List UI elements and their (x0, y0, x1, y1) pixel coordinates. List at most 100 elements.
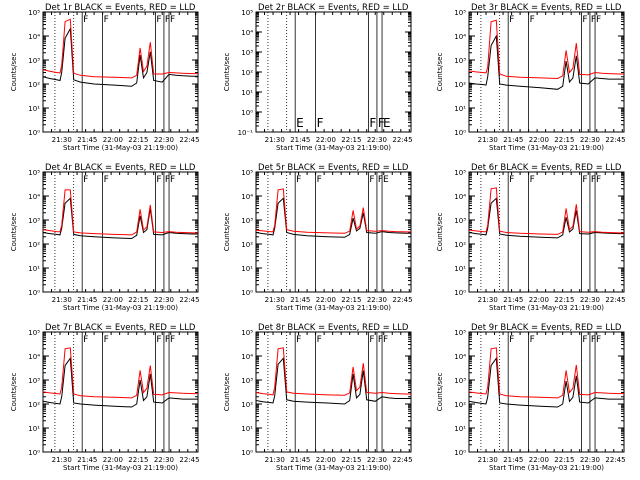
x-tick-label: 22:00 (316, 296, 336, 304)
flag-label: F (378, 116, 385, 130)
flag-label: F (582, 15, 587, 25)
flag-label: F (378, 335, 383, 345)
x-tick-label: 21:45 (77, 296, 97, 304)
flag-label: F (170, 15, 175, 25)
x-tick-label: 22:30 (367, 296, 387, 304)
y-tick-label: 10³ (454, 377, 466, 385)
x-axis-label: Start Time (31-May-03 21:19:00) (63, 464, 178, 472)
y-axis-label: Counts/sec (10, 213, 18, 252)
y-tick-label: 10¹ (241, 425, 253, 433)
x-tick-label: 21:30 (265, 456, 285, 464)
x-tick-label: 22:30 (367, 136, 387, 144)
lld-series-line (468, 19, 624, 80)
y-tick-label: 10⁵ (28, 329, 40, 337)
flag-label: F (378, 175, 383, 185)
plot-frame (468, 331, 625, 453)
flag-label: F (591, 175, 596, 185)
panel-title: Det 5r BLACK = Events, RED = LLD (258, 163, 409, 173)
x-tick-label: 22:45 (605, 296, 625, 304)
y-tick-label: 10³ (454, 57, 466, 65)
x-tick-label: 21:45 (503, 136, 523, 144)
x-tick-label: 21:30 (478, 296, 498, 304)
flag-label: F (156, 335, 161, 345)
x-tick-label: 22:00 (103, 296, 123, 304)
flag-label: F (156, 15, 161, 25)
flag-label: F (296, 175, 301, 185)
y-tick-label: 10¹ (454, 265, 466, 273)
x-tick-label: 22:15 (341, 296, 361, 304)
y-tick-label: 10⁴ (241, 353, 253, 361)
y-axis-label: Counts/sec (436, 373, 444, 412)
flag-label: F (156, 175, 161, 185)
y-axis-label: Counts/sec (436, 53, 444, 92)
y-tick-label: 10⁵ (28, 9, 40, 17)
y-tick-label: 10⁰ (28, 289, 40, 297)
detector-panel: Det 8r BLACK = Events, RED = LLD Counts/s… (223, 323, 413, 472)
flag-label: F (530, 175, 535, 185)
x-axis-label: Start Time (31-May-03 21:19:00) (489, 304, 604, 312)
y-axis-label: Counts/sec (223, 213, 231, 252)
x-tick-label: 22:30 (580, 296, 600, 304)
y-tick-label: 10⁰ (454, 129, 466, 137)
flag-label: F (530, 15, 535, 25)
x-tick-label: 21:45 (290, 456, 310, 464)
plot-frame (255, 331, 412, 453)
flag-label: F (509, 15, 514, 25)
y-tick-label: 10⁴ (28, 353, 40, 361)
x-tick-label: 22:00 (529, 456, 549, 464)
x-axis-label: Start Time (31-May-03 21:19:00) (276, 464, 391, 472)
x-tick-label: 22:30 (154, 456, 174, 464)
lld-series-line (42, 189, 198, 236)
y-tick-label: 10⁻¹ (238, 129, 254, 137)
flag-label: F (83, 15, 88, 25)
events-series-line (468, 356, 624, 408)
x-tick-label: 21:45 (290, 296, 310, 304)
y-tick-label: 10³ (454, 217, 466, 225)
x-tick-label: 21:45 (77, 136, 97, 144)
lld-series-line (468, 187, 624, 235)
flag-label: F (369, 116, 376, 130)
events-series-line (42, 27, 198, 87)
x-axis-label: Start Time (31-May-03 21:19:00) (63, 304, 178, 312)
x-tick-label: 22:15 (128, 136, 148, 144)
y-tick-label: 10³ (241, 377, 253, 385)
x-tick-label: 21:45 (503, 296, 523, 304)
x-tick-label: 22:00 (103, 136, 123, 144)
events-series-line (255, 197, 411, 238)
flag-label: F (530, 335, 535, 345)
flag-label: E (383, 116, 391, 130)
flag-label: F (369, 335, 374, 345)
y-axis-label: Counts/sec (223, 53, 231, 92)
y-axis-label: Counts/sec (436, 213, 444, 252)
x-tick-label: 22:00 (316, 136, 336, 144)
y-tick-label: 10⁰ (241, 109, 253, 117)
y-tick-label: 10³ (28, 377, 40, 385)
flag-label: F (83, 175, 88, 185)
y-tick-label: 10² (241, 401, 253, 409)
detector-panel: Det 4r BLACK = Events, RED = LLD Counts/s… (10, 163, 200, 312)
plot-frame (468, 11, 625, 133)
lld-series-line (468, 347, 624, 399)
x-tick-label: 21:30 (265, 136, 285, 144)
panel-title: Det 2r BLACK = Events, RED = LLD (258, 3, 409, 13)
x-tick-label: 22:45 (392, 456, 412, 464)
lld-series-line (255, 347, 411, 396)
detector-panel: Det 1r BLACK = Events, RED = LLD Counts/s… (10, 3, 200, 152)
x-tick-label: 22:30 (580, 456, 600, 464)
x-tick-label: 22:45 (605, 136, 625, 144)
y-tick-label: 10² (454, 401, 466, 409)
y-tick-label: 10¹ (454, 105, 466, 113)
x-tick-label: 22:30 (154, 296, 174, 304)
x-tick-label: 22:15 (554, 296, 574, 304)
panel-title: Det 6r BLACK = Events, RED = LLD (471, 163, 622, 173)
x-tick-label: 21:45 (77, 456, 97, 464)
x-tick-label: 22:30 (580, 136, 600, 144)
y-tick-label: 10¹ (28, 105, 40, 113)
y-tick-label: 10⁰ (241, 449, 253, 457)
events-series-line (468, 34, 624, 90)
x-tick-label: 21:45 (290, 136, 310, 144)
plot-frame (42, 11, 199, 133)
x-tick-label: 22:45 (605, 456, 625, 464)
detector-panel: Det 5r BLACK = Events, RED = LLD Counts/s… (223, 163, 413, 312)
